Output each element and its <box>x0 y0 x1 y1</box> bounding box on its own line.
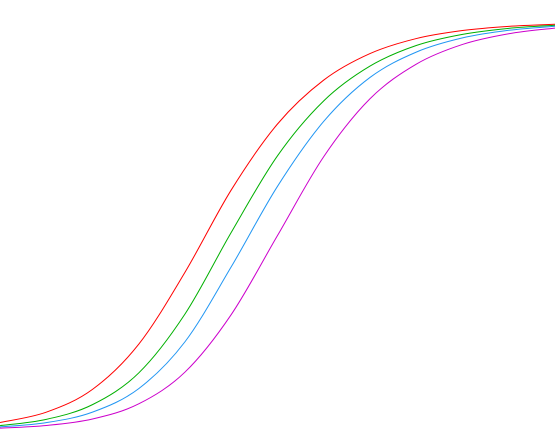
series-line-4 <box>0 27 555 429</box>
series-line-3 <box>0 25 555 428</box>
series-layer <box>0 23 555 429</box>
series-line-1 <box>0 23 555 424</box>
series-line-2 <box>0 24 555 427</box>
